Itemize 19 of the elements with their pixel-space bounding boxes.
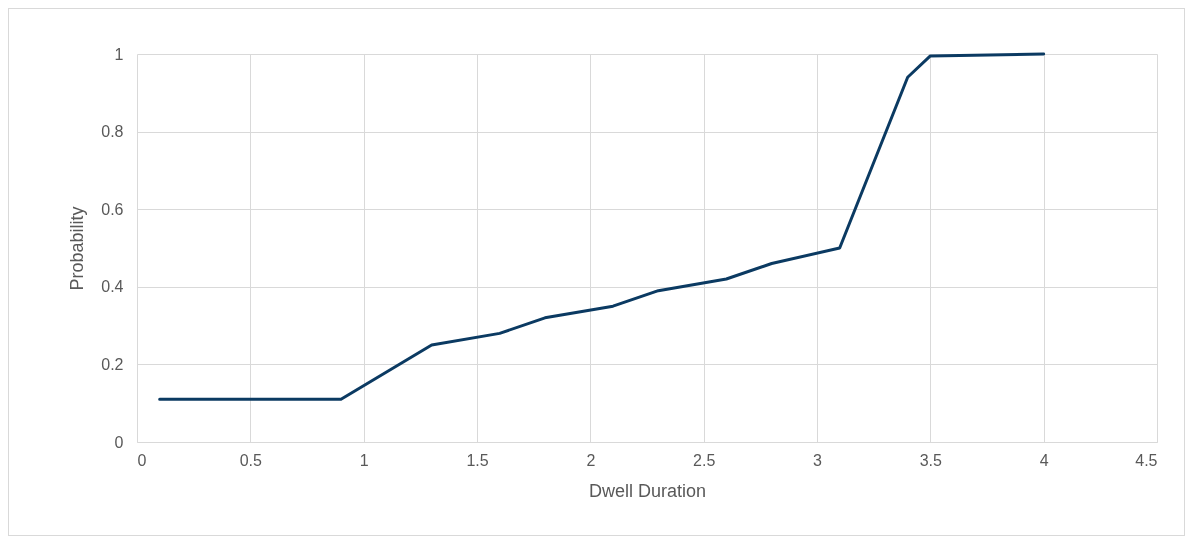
x-tick-label: 4.5 <box>1135 451 1158 469</box>
y-tick-label: 0 <box>114 433 124 451</box>
y-tick-label: 0.2 <box>101 355 124 373</box>
x-tick-label: 0 <box>137 451 147 469</box>
x-tick-label: 1.5 <box>466 451 489 469</box>
y-tick-label: 0.6 <box>101 200 124 218</box>
x-tick-label: 0.5 <box>239 451 263 469</box>
line-series <box>158 52 1046 401</box>
y-tick-label: 1 <box>114 45 124 63</box>
y-tick-label: 0.4 <box>101 278 124 296</box>
x-tick-label: 4 <box>1039 451 1049 469</box>
x-tick-label: 2.5 <box>693 451 716 469</box>
y-axis-title: Probability <box>67 206 88 291</box>
x-tick-label: 1 <box>359 451 369 469</box>
x-axis-title: Dwell Duration <box>588 480 707 501</box>
x-tick-label: 2 <box>586 451 596 469</box>
y-tick-label: 0.8 <box>101 123 124 141</box>
x-tick-label: 3 <box>813 451 823 469</box>
x-tick-label: 3.5 <box>919 451 943 469</box>
